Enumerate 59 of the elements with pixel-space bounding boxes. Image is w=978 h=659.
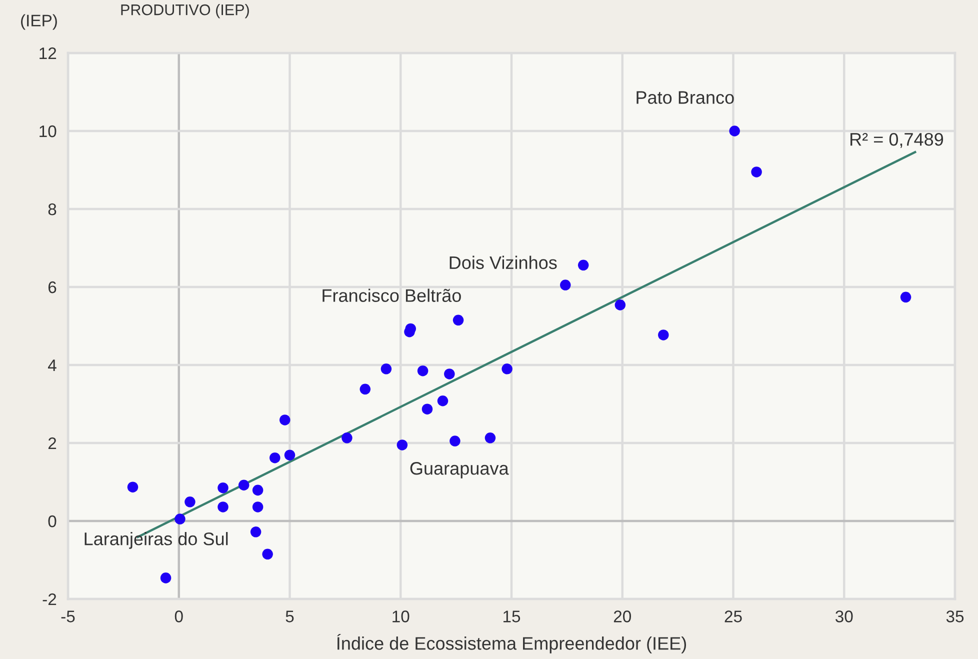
annotation: Laranjeiras do Sul <box>84 532 228 549</box>
point <box>560 280 571 290</box>
point <box>160 572 172 584</box>
point <box>262 548 273 560</box>
x-tick-label: 25 <box>724 610 742 622</box>
point <box>238 480 250 490</box>
annotation: Guarapuava <box>410 462 509 478</box>
x-tick-label: 0 <box>174 610 183 622</box>
y-tick-label: 8 <box>48 203 56 216</box>
point <box>417 365 428 376</box>
x-tick-label: 35 <box>946 610 964 622</box>
x-tick-label: -5 <box>61 610 75 622</box>
point <box>284 450 296 460</box>
point <box>900 292 912 303</box>
point <box>437 396 448 406</box>
y-tick-label: 2 <box>48 437 56 450</box>
x-tick-label: 20 <box>614 610 631 622</box>
point <box>578 260 589 271</box>
y-tick-label: 6 <box>48 281 56 294</box>
y-tick-label: -2 <box>42 593 56 606</box>
point <box>502 364 512 374</box>
annotation: Francisco Beltrão <box>322 288 461 302</box>
y-tick-label: 12 <box>40 47 56 60</box>
point <box>729 126 740 136</box>
x-axis-title: Índice de Ecossistema Empreendedor (IEE) <box>337 634 686 654</box>
annotation: R² = 0,7489 <box>850 132 944 148</box>
point <box>452 314 464 326</box>
point <box>174 514 186 524</box>
point <box>184 496 196 508</box>
point <box>279 414 290 426</box>
point <box>751 166 762 178</box>
x-tick-label: 5 <box>286 610 294 622</box>
point <box>360 384 371 395</box>
y-tick-label: 10 <box>40 125 56 138</box>
y-tick-label: 4 <box>48 360 56 372</box>
point <box>396 440 408 450</box>
point <box>250 526 262 538</box>
annotation: Dois Vizinhos <box>450 256 557 270</box>
point <box>252 502 264 512</box>
point <box>614 300 626 310</box>
point <box>444 368 455 380</box>
point <box>658 330 669 340</box>
point <box>270 452 280 464</box>
x-tick-label: 15 <box>504 610 520 622</box>
point <box>127 482 138 492</box>
point <box>380 364 392 374</box>
chart-title: PRODUTIVO (IEP) <box>121 4 249 18</box>
y-tick-label: 0 <box>48 515 56 528</box>
point <box>450 436 460 446</box>
point <box>484 432 496 444</box>
point <box>422 404 433 414</box>
point <box>218 482 228 494</box>
annotation: Pato Branco <box>636 91 734 104</box>
point <box>252 484 264 496</box>
point <box>342 432 352 444</box>
x-tick-label: 10 <box>392 610 410 622</box>
y-axis-title: (IEP) <box>21 14 57 30</box>
x-tick-label: 30 <box>835 610 853 622</box>
point <box>218 502 228 512</box>
